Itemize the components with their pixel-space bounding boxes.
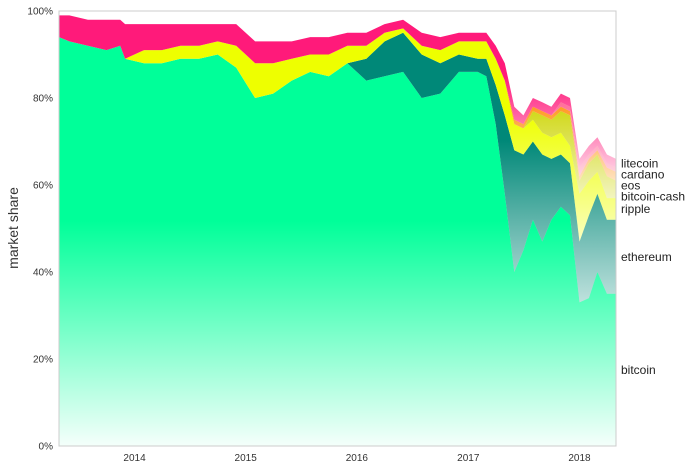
series-label-ethereum: ethereum [621, 250, 672, 264]
x-tick-label: 2017 [457, 453, 480, 464]
x-tick-label: 2016 [346, 453, 369, 464]
series-label-cardano: cardano [621, 167, 665, 181]
series-label-eos: eos [621, 178, 640, 192]
x-tick-label: 2015 [235, 453, 258, 464]
stacked-areas [59, 15, 616, 446]
area-ethereum [59, 32, 616, 303]
series-label-litecoin: litecoin [621, 156, 658, 170]
y-tick-label: 60% [33, 181, 53, 192]
y-tick-label: 80% [33, 94, 53, 105]
x-tick-label: 2014 [123, 453, 146, 464]
y-tick-label: 0% [39, 442, 54, 453]
area-litecoin [59, 15, 616, 168]
y-axis-label: market share [5, 187, 21, 269]
plot-frame [58, 10, 617, 447]
series-label-bitcoin: bitcoin [621, 363, 656, 377]
y-tick-label: 100% [27, 7, 53, 18]
y-axis: 0% 20% 40% 60% 80% 100% [27, 7, 53, 453]
series-label-ripple: ripple [621, 202, 651, 216]
area-bitcoin [59, 37, 616, 446]
y-tick-label: 40% [33, 268, 53, 279]
x-axis: 2014 2015 2016 2017 2018 [123, 453, 591, 464]
y-tick-label: 20% [33, 355, 53, 366]
series-label-bitcoin-cash: bitcoin-cash [621, 189, 685, 203]
x-tick-label: 2018 [568, 453, 591, 464]
